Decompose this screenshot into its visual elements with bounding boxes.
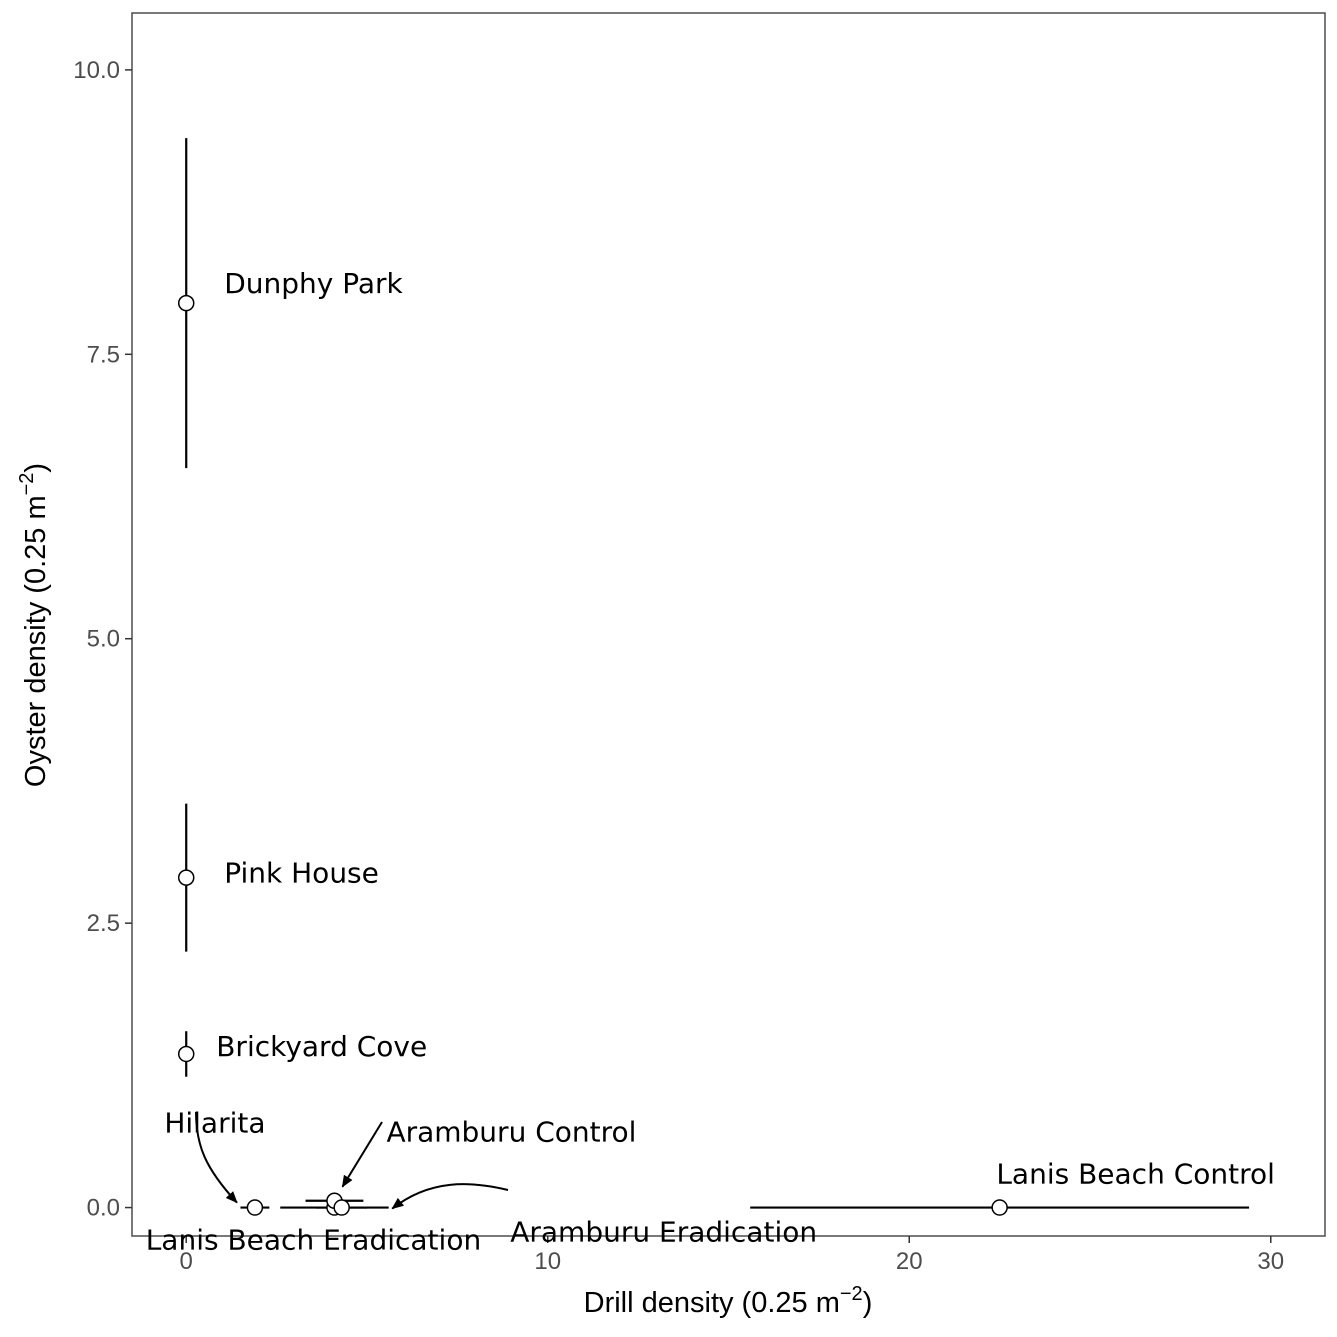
data-point <box>333 1199 350 1216</box>
x-tick-label: 30 <box>1257 1248 1284 1275</box>
data-point <box>177 294 195 312</box>
data-point <box>246 1199 264 1216</box>
annotation-arrows <box>195 1111 509 1210</box>
y-axis-title-superscript: −2 <box>16 473 38 496</box>
y-axis-ticks: 0.0 2.5 5.0 7.5 10.0 <box>73 57 132 1222</box>
annotation-arrow <box>195 1111 238 1204</box>
point-label: Pink House <box>224 857 379 890</box>
annotation-arrow <box>341 1121 383 1188</box>
point-label: Lanis Beach Eradication <box>146 1224 482 1257</box>
y-axis-title-close: ) <box>20 463 52 473</box>
x-tick-label: 20 <box>896 1248 923 1275</box>
point-label: Hilarita <box>164 1107 265 1140</box>
y-tick-label: 7.5 <box>87 341 120 368</box>
y-axis-title: Oyster density (0.25 m−2) <box>16 463 52 787</box>
annotation-arrow <box>391 1183 509 1210</box>
point-label: Aramburu Control <box>386 1116 636 1149</box>
x-axis-ticks: 0 10 20 30 <box>180 1236 1284 1275</box>
data-points <box>177 294 1008 1216</box>
plot-panel <box>131 12 1326 1237</box>
x-tick-label: 10 <box>534 1248 561 1275</box>
point-label: Brickyard Cove <box>216 1030 427 1063</box>
data-point <box>991 1199 1008 1216</box>
point-labels: Dunphy Park Pink House Brickyard Cove Hilar… <box>146 267 1275 1256</box>
x-axis-title-superscript: −2 <box>840 1283 863 1305</box>
data-point <box>177 869 195 886</box>
y-tick-label: 5.0 <box>87 626 120 653</box>
y-tick-label: 10.0 <box>73 57 120 84</box>
x-axis-title: Drill density (0.25 m−2) <box>584 1283 873 1319</box>
y-tick-label: 0.0 <box>87 1195 120 1222</box>
x-axis-title-close: ) <box>863 1287 873 1319</box>
point-label: Aramburu Eradication <box>510 1216 817 1249</box>
data-point <box>177 1045 195 1063</box>
y-tick-label: 2.5 <box>87 910 120 937</box>
point-label: Dunphy Park <box>224 267 403 300</box>
point-label: Lanis Beach Control <box>996 1158 1275 1191</box>
x-tick-label: 0 <box>180 1248 193 1275</box>
